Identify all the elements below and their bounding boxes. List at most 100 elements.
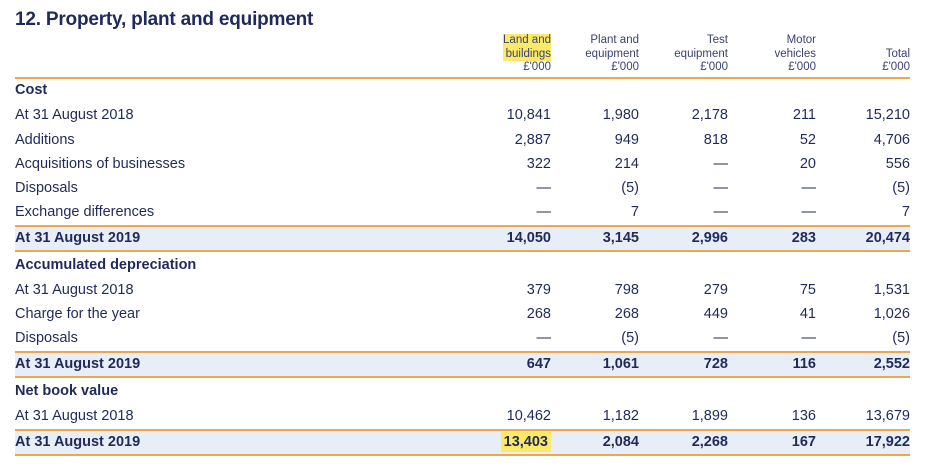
- section-header-row: Net book value: [15, 379, 910, 403]
- cell-plant-and-equipment: (5): [621, 176, 639, 200]
- table-row: At 31 August 2018 379 798 279 75 1,531: [15, 278, 910, 302]
- cell-total: 4,706: [874, 128, 910, 152]
- cell-value: 41: [799, 306, 816, 322]
- row-label: Disposals: [15, 330, 78, 346]
- cell-total: 7: [902, 200, 910, 224]
- column-header-line: Motor: [786, 34, 816, 46]
- cell-value: —: [536, 204, 552, 220]
- cell-motor-vehicles: 41: [800, 302, 816, 326]
- row-label: Disposals: [15, 180, 78, 196]
- section-header-row: Cost: [15, 78, 910, 102]
- cell-value: 4,706: [873, 132, 910, 148]
- cell-value: 20,474: [865, 230, 910, 246]
- row-label: Exchange differences: [15, 204, 155, 220]
- cell-plant-and-equipment: 2,084: [603, 430, 639, 454]
- cell-plant-and-equipment: 3,145: [603, 226, 639, 250]
- cell-plant-and-equipment: 798: [615, 278, 639, 302]
- cell-value: 2,552: [873, 356, 910, 372]
- cell-value: —: [713, 180, 729, 196]
- total-rule: [15, 225, 910, 227]
- cell-plant-and-equipment: 268: [615, 302, 639, 326]
- table-row: At 31 August 2018 10,841 1,980 2,178 211 15,2…: [15, 103, 910, 127]
- cell-value: 214: [614, 156, 639, 172]
- cell-test-equipment: —: [714, 176, 729, 200]
- cell-motor-vehicles: 167: [792, 430, 816, 454]
- row-label: At 31 August 2019: [15, 230, 141, 246]
- cell-land-and-buildings: 13,403: [500, 430, 551, 454]
- cell-value: 449: [703, 306, 728, 322]
- cell-total: 2,552: [874, 352, 910, 376]
- cell-land-and-buildings: 379: [527, 278, 551, 302]
- cell-value: 136: [791, 408, 816, 424]
- cell-value: 1,980: [602, 107, 639, 123]
- column-header-unit: £'000: [523, 61, 551, 73]
- cell-value: 167: [791, 434, 816, 450]
- cell-test-equipment: —: [714, 326, 729, 350]
- cell-value: 211: [792, 107, 816, 123]
- cell-land-and-buildings: 268: [527, 302, 551, 326]
- cell-value: 647: [526, 356, 551, 372]
- cell-test-equipment: 1,899: [692, 404, 728, 428]
- total-row: At 31 August 2019 647 1,061 728 116 2,552: [15, 352, 910, 376]
- column-header-land-and-buildings: Land and buildings £'000: [503, 34, 551, 75]
- row-label: Accumulated depreciation: [15, 257, 197, 273]
- total-rule: [15, 454, 910, 456]
- column-header-unit: £'000: [788, 61, 816, 73]
- cell-value: (5): [621, 180, 639, 196]
- cell-value: 75: [799, 282, 816, 298]
- cell-test-equipment: 279: [704, 278, 728, 302]
- cell-test-equipment: 728: [704, 352, 728, 376]
- cell-test-equipment: —: [714, 200, 729, 224]
- cell-plant-and-equipment: (5): [621, 326, 639, 350]
- cell-value: 10,841: [506, 107, 551, 123]
- column-header-unit: £'000: [882, 61, 910, 73]
- total-rule: [15, 376, 910, 378]
- cell-value: 283: [791, 230, 816, 246]
- cell-test-equipment: 2,178: [692, 103, 728, 127]
- cell-land-and-buildings: —: [537, 200, 552, 224]
- cell-motor-vehicles: 116: [793, 352, 816, 376]
- cell-value: 7: [630, 204, 639, 220]
- cell-value: 379: [526, 282, 551, 298]
- cell-motor-vehicles: —: [802, 326, 817, 350]
- cell-value: 2,084: [602, 434, 639, 450]
- column-header-line: equipment: [674, 47, 728, 60]
- cell-motor-vehicles: —: [802, 200, 817, 224]
- cell-value: 728: [703, 356, 728, 372]
- table-row: Acquisitions of businesses 322 214 — 20 556: [15, 152, 910, 176]
- cell-value: —: [536, 330, 552, 346]
- cell-value: 20: [799, 156, 816, 172]
- cell-value: —: [713, 330, 729, 346]
- cell-value: 268: [526, 306, 551, 322]
- table-row: Disposals — (5) — — (5): [15, 176, 910, 200]
- cell-motor-vehicles: 136: [792, 404, 816, 428]
- cell-value: 279: [703, 282, 728, 298]
- cell-test-equipment: 449: [704, 302, 728, 326]
- cell-value: 10,462: [506, 408, 551, 424]
- cell-plant-and-equipment: 949: [615, 128, 639, 152]
- cell-value: 1,182: [602, 408, 639, 424]
- cell-motor-vehicles: 211: [793, 103, 816, 127]
- cell-value: 52: [799, 132, 816, 148]
- column-header-line: buildings: [503, 47, 551, 61]
- table-row: Disposals — (5) — — (5): [15, 326, 910, 350]
- cell-total: 556: [886, 152, 910, 176]
- cell-plant-and-equipment: 7: [631, 200, 639, 224]
- cell-land-and-buildings: 14,050: [507, 226, 551, 250]
- total-row: At 31 August 2019 13,403 2,084 2,268 167 17,9…: [15, 430, 910, 454]
- cell-value: 556: [885, 156, 910, 172]
- cell-value: (5): [892, 180, 910, 196]
- row-label: Charge for the year: [15, 306, 140, 322]
- header-rule: [15, 77, 910, 79]
- cell-value: (5): [621, 330, 639, 346]
- column-header-line: Land and: [503, 34, 551, 48]
- cell-plant-and-equipment: 1,182: [603, 404, 639, 428]
- column-header-plant-and-equipment: Plant and equipment £'000: [585, 34, 639, 75]
- cell-value: 116: [792, 356, 816, 372]
- cell-value: 1,026: [873, 306, 910, 322]
- cell-value: 2,268: [691, 434, 728, 450]
- column-header-line: vehicles: [774, 47, 816, 60]
- cell-value: 818: [703, 132, 728, 148]
- cell-land-and-buildings: 647: [527, 352, 551, 376]
- cell-total: 13,679: [866, 404, 910, 428]
